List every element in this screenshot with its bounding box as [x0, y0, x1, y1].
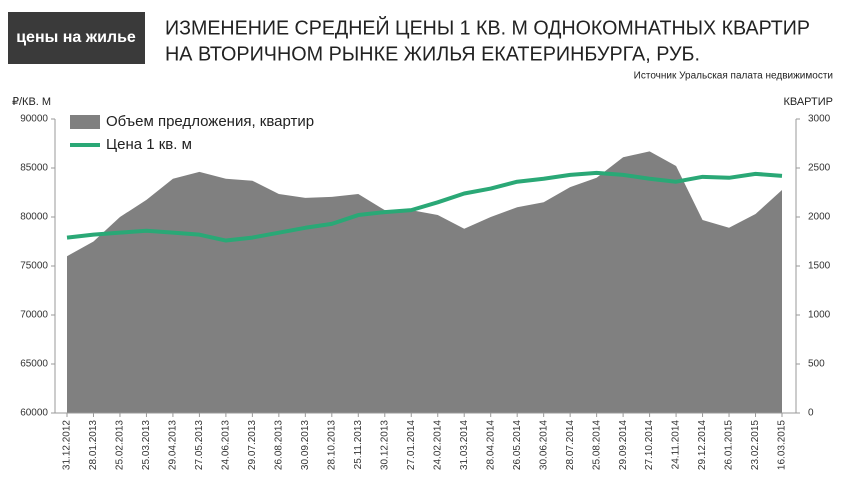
- badge-box: [8, 12, 145, 64]
- y2-tick-label: 3000: [808, 114, 831, 125]
- x-tick-label: 28.10.2013: [326, 420, 337, 470]
- x-tick-label: 30.09.2013: [300, 420, 311, 470]
- chart-title: НА ВТОРИЧНОМ РЫНКЕ ЖИЛЬЯ ЕКАТЕРИНБУРГА, …: [165, 43, 700, 65]
- legend-label: Объем предложения, квартир: [106, 113, 314, 130]
- y2-axis-label: КВАРТИР: [783, 96, 833, 108]
- legend-label: Цена 1 кв. м: [106, 136, 192, 153]
- source: Источник Уральская палата недвижимости: [634, 71, 833, 82]
- x-tick-label: 28.04.2014: [485, 420, 496, 470]
- x-tick-label: 24.06.2013: [221, 420, 232, 470]
- x-tick-label: 26.05.2014: [512, 420, 523, 470]
- x-tick-label: 26.01.2015: [724, 420, 735, 470]
- y-tick-label: 60000: [20, 408, 48, 419]
- x-tick-label: 25.08.2014: [591, 420, 602, 470]
- x-tick-label: 29.07.2013: [247, 420, 258, 470]
- y2-tick-label: 1500: [808, 261, 831, 272]
- legend-swatch: [70, 115, 100, 129]
- y2-tick-label: 0: [808, 408, 814, 419]
- chart-title: ИЗМЕНЕНИЕ СРЕДНЕЙ ЦЕНЫ 1 КВ. М ОДНОКОМНА…: [165, 15, 810, 39]
- x-tick-label: 24.02.2014: [432, 420, 443, 470]
- x-tick-label: 25.02.2013: [115, 420, 126, 470]
- x-tick-label: 27.01.2014: [406, 420, 417, 470]
- x-tick-label: 29.12.2014: [697, 420, 708, 470]
- x-tick-label: 26.08.2013: [273, 420, 284, 470]
- x-tick-label: 29.09.2014: [618, 420, 629, 470]
- y2-tick-label: 2000: [808, 212, 831, 223]
- y-tick-label: 85000: [20, 163, 48, 174]
- y-tick-label: 70000: [20, 310, 48, 321]
- x-tick-label: 27.10.2014: [644, 420, 655, 470]
- x-tick-label: 25.11.2013: [353, 420, 364, 470]
- x-tick-label: 25.03.2013: [141, 420, 152, 470]
- x-tick-label: 16.03.2015: [777, 420, 788, 470]
- x-tick-label: 24.11.2014: [671, 420, 682, 470]
- y-tick-label: 80000: [20, 212, 48, 223]
- x-tick-label: 29.04.2013: [168, 420, 179, 470]
- y2-tick-label: 1000: [808, 310, 831, 321]
- x-tick-label: 27.05.2013: [194, 420, 205, 470]
- x-tick-label: 28.07.2014: [565, 420, 576, 470]
- y-tick-label: 65000: [20, 359, 48, 370]
- x-tick-label: 30.12.2013: [379, 420, 390, 470]
- x-tick-label: 28.01.2013: [88, 420, 99, 470]
- y-tick-label: 90000: [20, 114, 48, 125]
- x-tick-label: 31.03.2014: [459, 420, 470, 470]
- line: [66, 170, 783, 243]
- y-axis-label: ₽/КВ. М: [12, 96, 51, 108]
- area: [67, 151, 782, 413]
- y-tick-label: 75000: [20, 261, 48, 272]
- x-tick-label: 23.02.2015: [750, 420, 761, 470]
- x-tick-label: 30.06.2014: [538, 420, 549, 470]
- y2-tick-label: 2500: [808, 163, 831, 174]
- y2-tick-label: 500: [808, 359, 825, 370]
- x-tick-label: 31.12.2012: [62, 420, 73, 470]
- badge: цены на жилье: [16, 29, 136, 46]
